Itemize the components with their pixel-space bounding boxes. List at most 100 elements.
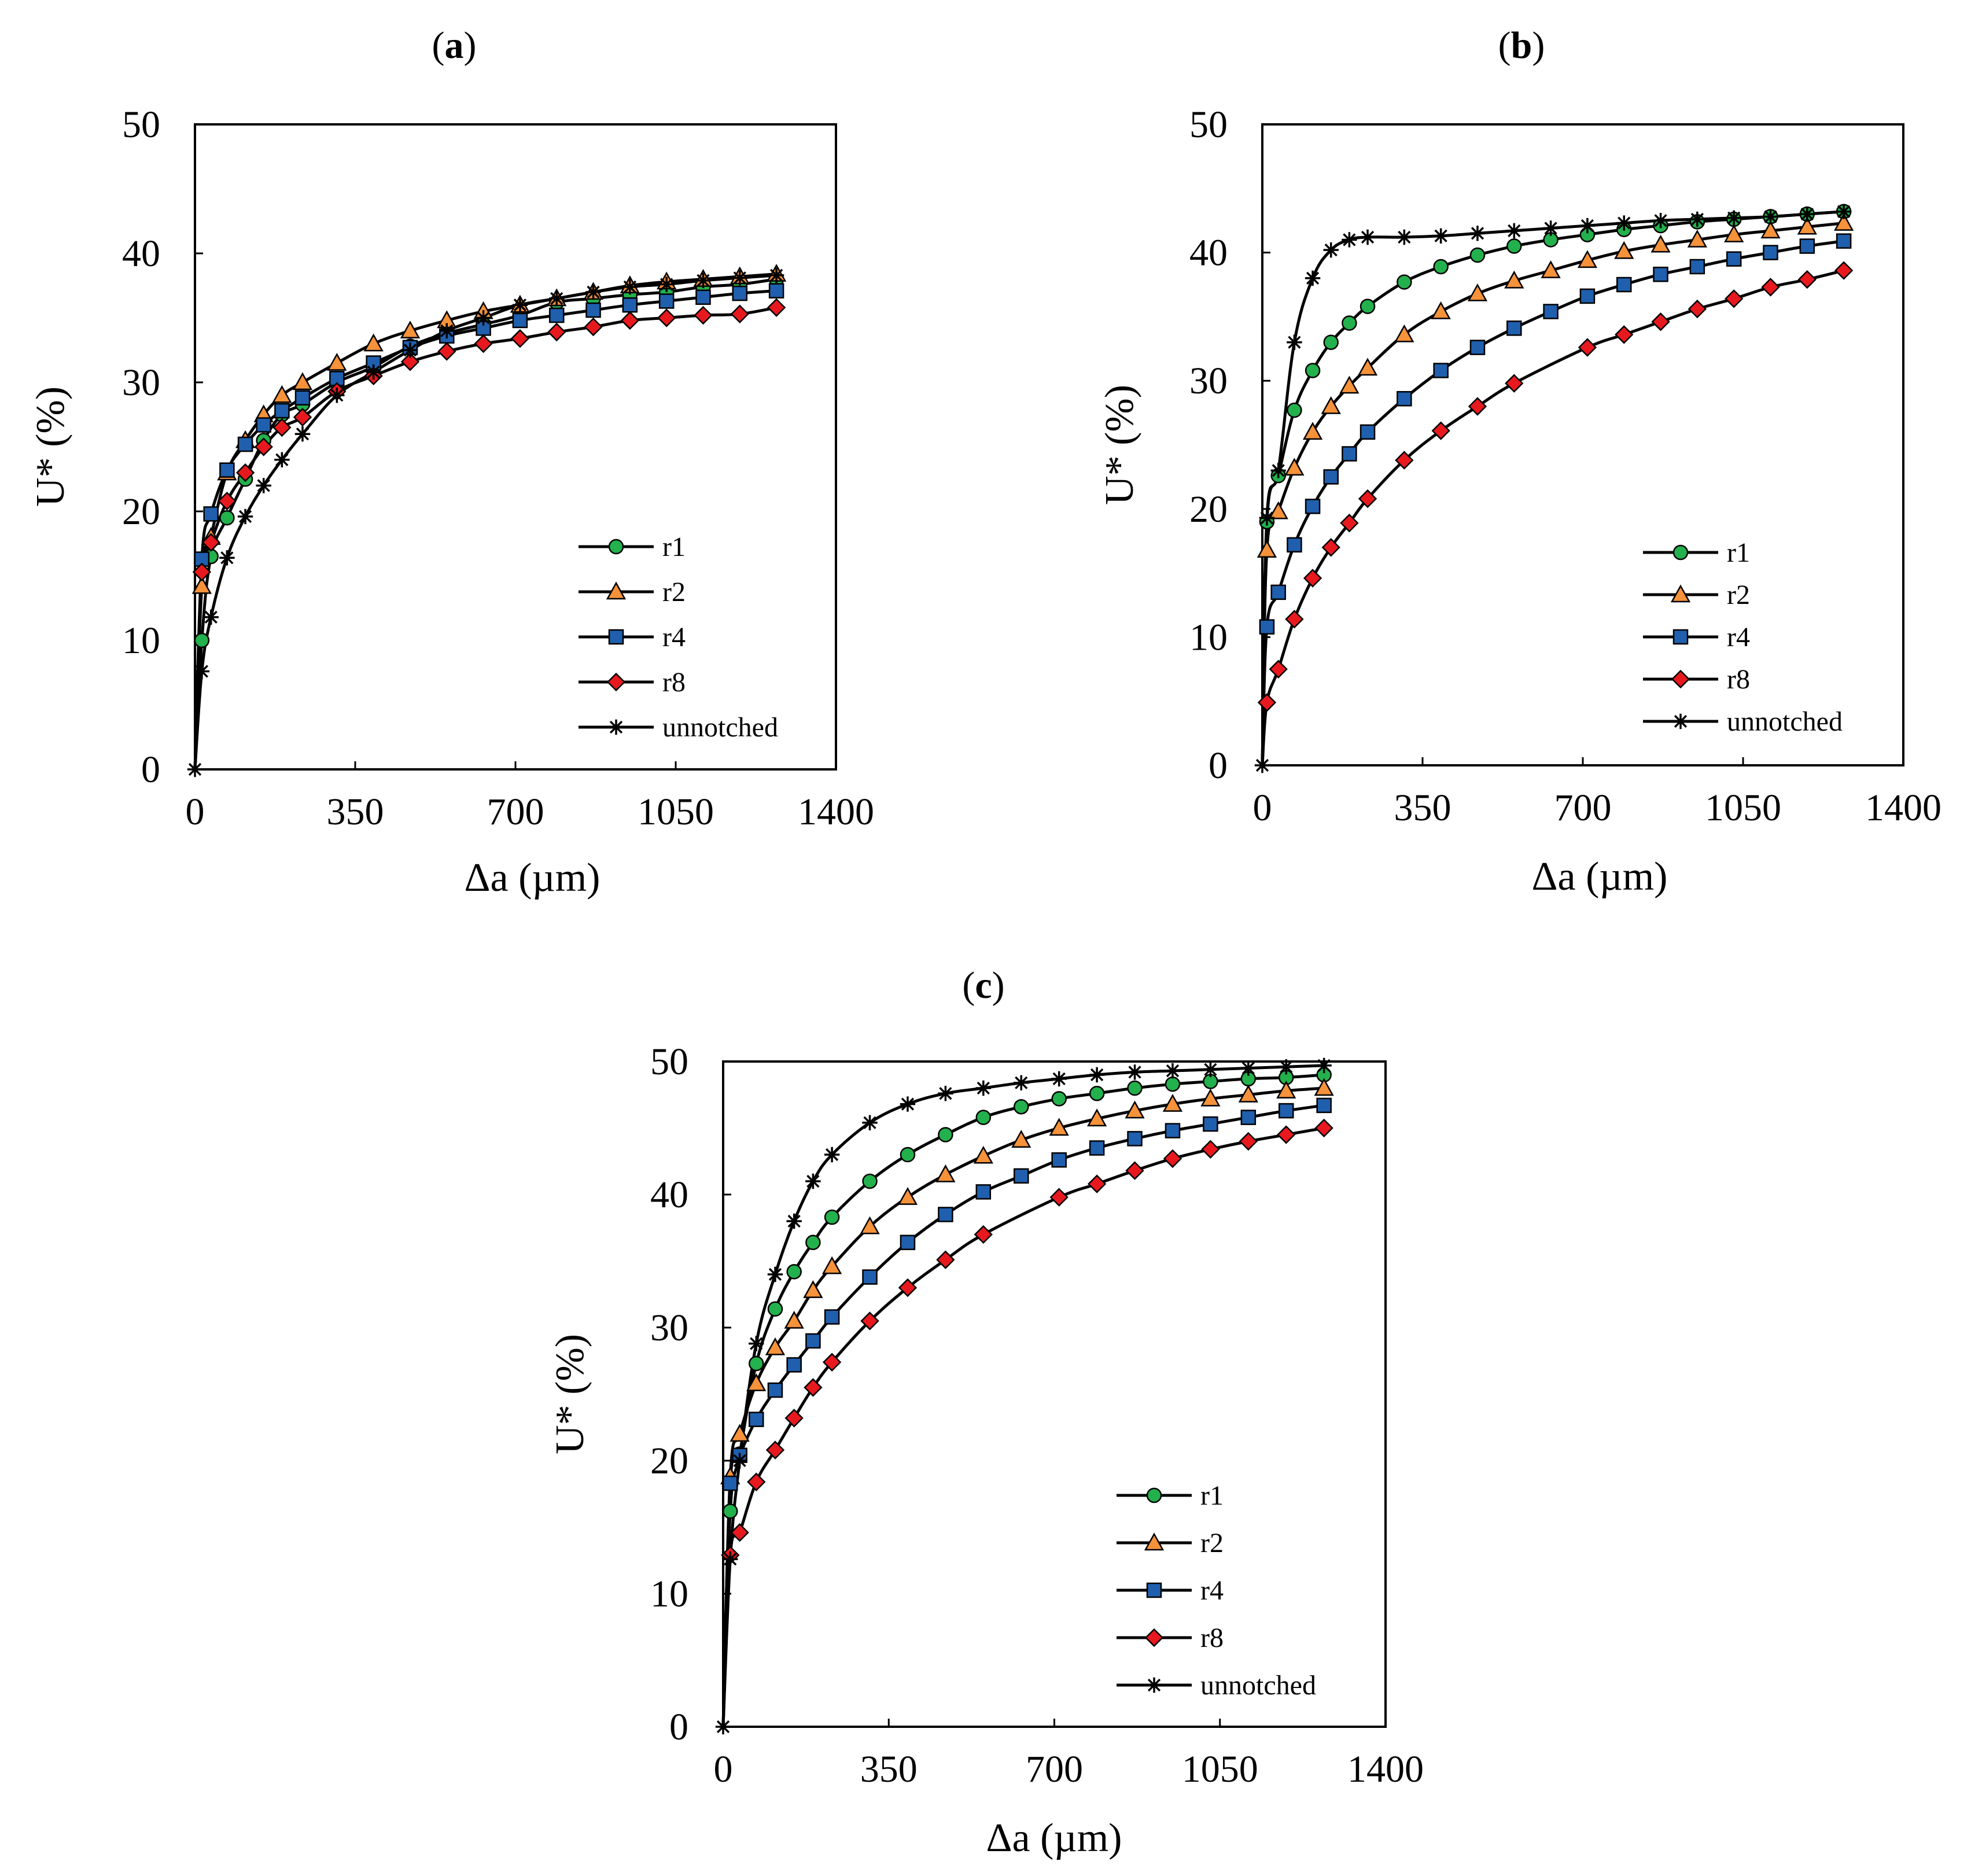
panel-c-r8-point xyxy=(936,1250,955,1269)
panel-c-unnotched-point xyxy=(1203,1062,1218,1077)
panel-a-r8-point xyxy=(694,305,713,325)
panel-b-r4-point xyxy=(1653,267,1668,282)
panel-b-unnotched-point xyxy=(1543,220,1559,236)
panel-b-r1-point xyxy=(1305,363,1321,378)
panel-b-r1-point xyxy=(1506,238,1522,254)
panel-b-r4-point xyxy=(1259,619,1275,635)
panel-a-r8-point xyxy=(767,298,786,317)
panel-a-r8-point xyxy=(192,562,212,581)
panel-b-r8-point xyxy=(1688,299,1707,319)
panel-b-unnotched-point xyxy=(1579,218,1596,234)
panel-b-legend-unnotched-label: unnotched xyxy=(1727,706,1843,737)
panel-a-y-tick-label: 0 xyxy=(141,749,160,791)
panel-b-r8-point xyxy=(1285,610,1304,629)
panel-a-legend-r2-marker xyxy=(606,581,627,600)
panel-b-r2-point xyxy=(1833,213,1854,231)
panel-a-unnotched-point xyxy=(237,508,253,525)
panel-c-unnotched-point xyxy=(862,1115,878,1130)
panel-c-r4-point xyxy=(723,1475,738,1491)
panel-c-r8-point xyxy=(1125,1161,1144,1180)
panel-a-legend-unnotched-marker xyxy=(608,719,624,735)
panel-c-r2-point xyxy=(1011,1130,1031,1148)
panel-b-axes: 0 350 700 1050 1400 0 10 20 30 40 50 xyxy=(1189,104,1941,829)
panel-a-r8-point xyxy=(657,308,676,327)
panel-c-x-tick-label: 1050 xyxy=(1182,1748,1258,1790)
panel-b-r4-point xyxy=(1799,238,1815,254)
panel-c-r2-point xyxy=(821,1256,842,1274)
panel-c-r1-point xyxy=(767,1301,783,1317)
panel-c-r4-point xyxy=(938,1207,953,1222)
panel-a-r4-point xyxy=(768,283,784,298)
panel-b-r4-point xyxy=(1270,584,1286,600)
panel-a-r4-point xyxy=(294,390,311,406)
panel-c-markers xyxy=(715,1057,1334,1735)
panel-b-r2-point xyxy=(1724,224,1744,242)
panel-b-y-tick-label: 0 xyxy=(1209,744,1228,787)
panel-a-r8-point xyxy=(235,463,255,482)
panel-b-y-tick-label: 20 xyxy=(1189,488,1228,530)
panel-b-r1-point xyxy=(1342,315,1357,331)
panel-a-r4-point xyxy=(203,506,219,522)
panel-c-x-tick-label: 0 xyxy=(714,1748,733,1790)
panel-a-unnotched-point xyxy=(585,284,601,300)
panel-b-r4-point xyxy=(1836,233,1852,249)
panel-c-r4-point xyxy=(1279,1103,1294,1119)
panel-a-unnotched-point xyxy=(256,478,271,493)
panel-a-x-tick-label: 1400 xyxy=(798,791,874,833)
panel-c-r2-point xyxy=(973,1145,993,1164)
panel-b-r2-point xyxy=(1614,241,1634,259)
panel-a-r4-line xyxy=(193,289,777,770)
panel-b-unnotched-point xyxy=(1469,226,1486,241)
panel-a-r8-point xyxy=(437,342,456,361)
panel-c-r2-point xyxy=(1314,1078,1334,1096)
panel-b-r2-point xyxy=(1651,234,1671,253)
panel-c-r2-point xyxy=(1049,1118,1069,1136)
panel-a-r2-point xyxy=(292,372,313,390)
panel-c-r8-point xyxy=(804,1378,823,1397)
panel-c-r8-point xyxy=(898,1278,918,1298)
panel-b-r4-point xyxy=(1543,304,1559,319)
panel-b-r4-point xyxy=(1305,499,1321,514)
panel-a-unnotched-point xyxy=(203,609,219,625)
panel-b-unnotched-point xyxy=(1506,223,1522,239)
panel-b-unnotched-point xyxy=(1397,229,1412,245)
panel-c-r4-point xyxy=(1203,1116,1218,1132)
panel-a-r2-point xyxy=(400,320,421,339)
panel-c-r2-point xyxy=(897,1187,918,1205)
panel-c-y-tick-label: 40 xyxy=(650,1174,688,1216)
panel-b-r4-point xyxy=(1287,537,1302,553)
panel-b-legend-r1-marker xyxy=(1672,544,1689,561)
panel-b-unnotched-point xyxy=(1259,510,1275,526)
panel-a-y-tick-label: 40 xyxy=(122,233,160,275)
panel-a-r2-point xyxy=(272,385,292,403)
panel-c-legend-unnotched-marker xyxy=(1146,1677,1162,1693)
panel-b-r8-point xyxy=(1358,489,1377,508)
panel-a-legend-r4-label: r4 xyxy=(662,622,686,653)
panel-a-legend-r8-label: r8 xyxy=(662,667,686,698)
panel-c-y-tick-label: 10 xyxy=(650,1573,688,1615)
panel-b-r8-point xyxy=(1340,514,1359,533)
panel-a-markers xyxy=(187,264,787,777)
panel-c-r4-point xyxy=(900,1234,916,1251)
panel-c-r2-point xyxy=(1162,1094,1183,1112)
panel-a-title: (a) xyxy=(432,24,477,67)
panel-c-x-axis-label: Δa (µm) xyxy=(986,1816,1122,1860)
panel-c: (c) 0 350 700 1050 1400 0 10 20 30 40 50 Δa (µm) U… xyxy=(548,964,1424,1860)
panel-c-r1-point xyxy=(805,1234,821,1251)
panel-b-unnotched-point xyxy=(1270,463,1286,478)
panel-c-legend-r4-label: r4 xyxy=(1200,1575,1224,1606)
panel-c-unnotched-point xyxy=(975,1080,992,1096)
panel-b-r2-point xyxy=(1541,260,1561,278)
panel-c-r1-point xyxy=(749,1355,764,1372)
panel-a-y-tick-label: 10 xyxy=(122,620,160,662)
panel-b-legend-unnotched-marker xyxy=(1672,713,1689,729)
panel-c-r4-point xyxy=(767,1382,783,1398)
panel-c-r1-point xyxy=(824,1209,840,1225)
panel-b-unnotched-point xyxy=(1287,334,1302,350)
panel-b-unnotched-point xyxy=(1726,210,1742,226)
panel-a-r1-line xyxy=(193,278,777,770)
panel-c-r1-point xyxy=(938,1127,953,1142)
panel-c-title: (c) xyxy=(962,964,1004,1007)
panel-c-r8-point xyxy=(747,1472,766,1491)
panel-c-unnotched-point xyxy=(732,1453,747,1469)
